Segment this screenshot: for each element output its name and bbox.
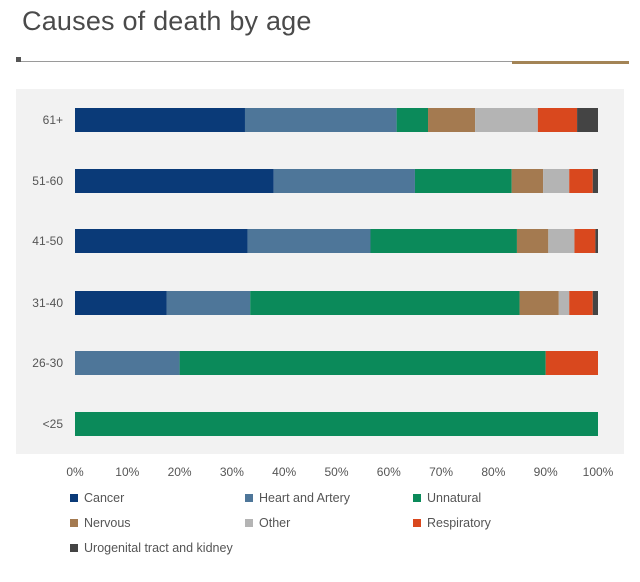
legend-item: Cancer — [70, 491, 124, 505]
title-rule-marker — [16, 57, 21, 62]
y-tick-label: 61+ — [43, 113, 63, 127]
bar-segment-urogenital-tract-and-kidney-3140 — [592, 291, 598, 315]
bar-segment-unnatural-61 — [396, 108, 429, 132]
bar-segment-other-4150 — [548, 229, 575, 253]
bar-segment-unnatural-2630 — [179, 351, 546, 375]
x-tick-label: 70% — [429, 465, 453, 479]
bar-segment-heart-and-artery-3140 — [166, 291, 251, 315]
bar-segment-other-3140 — [558, 291, 570, 315]
legend-label: Cancer — [84, 491, 125, 505]
legend-item: Urogenital tract and kidney — [70, 541, 233, 555]
legend-item: Other — [245, 516, 290, 530]
x-tick-label: 100% — [583, 465, 614, 479]
bar-segment-respiratory-2630 — [545, 351, 598, 375]
legend-label: Other — [259, 516, 291, 530]
bar-segment-heart-and-artery-5160 — [273, 169, 415, 193]
plot-area — [16, 89, 624, 454]
x-tick-label: 30% — [220, 465, 244, 479]
x-tick-label: 20% — [168, 465, 192, 479]
legend-label: Urogenital tract and kidney — [84, 541, 233, 555]
x-tick-label: 90% — [534, 465, 558, 479]
x-tick-label: 0% — [66, 465, 84, 479]
bar-segment-respiratory-61 — [537, 108, 578, 132]
bar-segment-cancer-61 — [75, 108, 245, 132]
bar-segment-nervous-5160 — [511, 169, 544, 193]
x-tick-label: 40% — [272, 465, 296, 479]
bar-segment-other-61 — [475, 108, 538, 132]
title-rule-accent — [512, 61, 629, 64]
legend-item: Heart and Artery — [245, 491, 350, 505]
bar-segment-nervous-61 — [428, 108, 476, 132]
legend-swatch — [413, 494, 421, 502]
bar-segment-urogenital-tract-and-kidney-5160 — [592, 169, 598, 193]
bar-segment-urogenital-tract-and-kidney-4150 — [595, 229, 598, 253]
bar-segment-unnatural-25 — [75, 412, 598, 436]
legend-item: Unnatural — [413, 491, 481, 505]
y-tick-label: 51-60 — [32, 174, 63, 188]
legend-item: Nervous — [70, 516, 131, 530]
bar-segment-unnatural-3140 — [250, 291, 520, 315]
y-tick-label: 41-50 — [32, 234, 63, 248]
bar-segment-respiratory-5160 — [569, 169, 593, 193]
bar-segment-cancer-4150 — [75, 229, 248, 253]
bar-segment-nervous-4150 — [516, 229, 549, 253]
bar-segment-heart-and-artery-2630 — [75, 351, 180, 375]
legend-item: Respiratory — [413, 516, 491, 530]
legend-label: Unnatural — [427, 491, 482, 505]
legend-swatch — [413, 519, 421, 527]
bar-segment-cancer-5160 — [75, 169, 274, 193]
legend-label: Heart and Artery — [259, 491, 351, 505]
y-tick-label: <25 — [43, 417, 64, 431]
bar-segment-cancer-3140 — [75, 291, 167, 315]
title-rule — [21, 61, 629, 62]
legend-swatch — [70, 519, 78, 527]
bar-segment-nervous-3140 — [519, 291, 559, 315]
bar-segment-heart-and-artery-4150 — [247, 229, 371, 253]
legend-swatch — [245, 519, 253, 527]
bar-segment-urogenital-tract-and-kidney-61 — [577, 108, 598, 132]
legend-swatch — [70, 544, 78, 552]
legend-label: Respiratory — [427, 516, 491, 530]
legend-swatch — [245, 494, 253, 502]
chart-title: Causes of death by age — [22, 6, 312, 36]
bar-segment-respiratory-3140 — [569, 291, 593, 315]
bar-segment-heart-and-artery-61 — [244, 108, 397, 132]
bar-segment-unnatural-5160 — [414, 169, 512, 193]
x-tick-label: 80% — [481, 465, 505, 479]
bar-segment-other-5160 — [543, 169, 570, 193]
legend-swatch — [70, 494, 78, 502]
bar-segment-unnatural-4150 — [370, 229, 517, 253]
x-tick-label: 60% — [377, 465, 401, 479]
legend-label: Nervous — [84, 516, 131, 530]
y-tick-label: 26-30 — [32, 356, 63, 370]
bar-segment-respiratory-4150 — [574, 229, 596, 253]
x-tick-label: 10% — [115, 465, 139, 479]
x-tick-label: 50% — [324, 465, 348, 479]
y-tick-label: 31-40 — [32, 296, 63, 310]
